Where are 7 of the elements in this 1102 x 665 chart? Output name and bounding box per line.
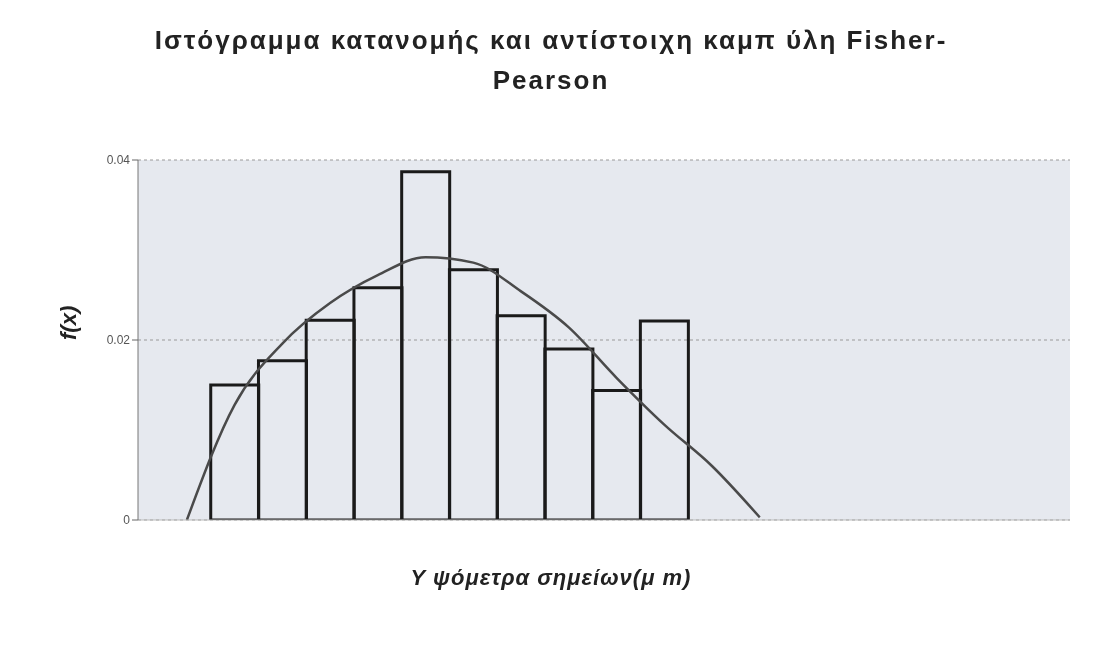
y-tick-label: 0.04	[106, 153, 131, 168]
line-series	[185, 255, 761, 520]
y-tick-label: 0	[123, 513, 131, 528]
y-tick-label: 0.02	[106, 333, 131, 348]
chart-title: Ιστόγραμμα κατανομής και αντίστοιχη καμπ ύλη Fisher-Pearson	[153, 24, 949, 97]
y-axis-title: f(x)	[55, 305, 81, 340]
x-axis-title: Y ψόμετρα σημείων(μ m)	[409, 565, 693, 591]
